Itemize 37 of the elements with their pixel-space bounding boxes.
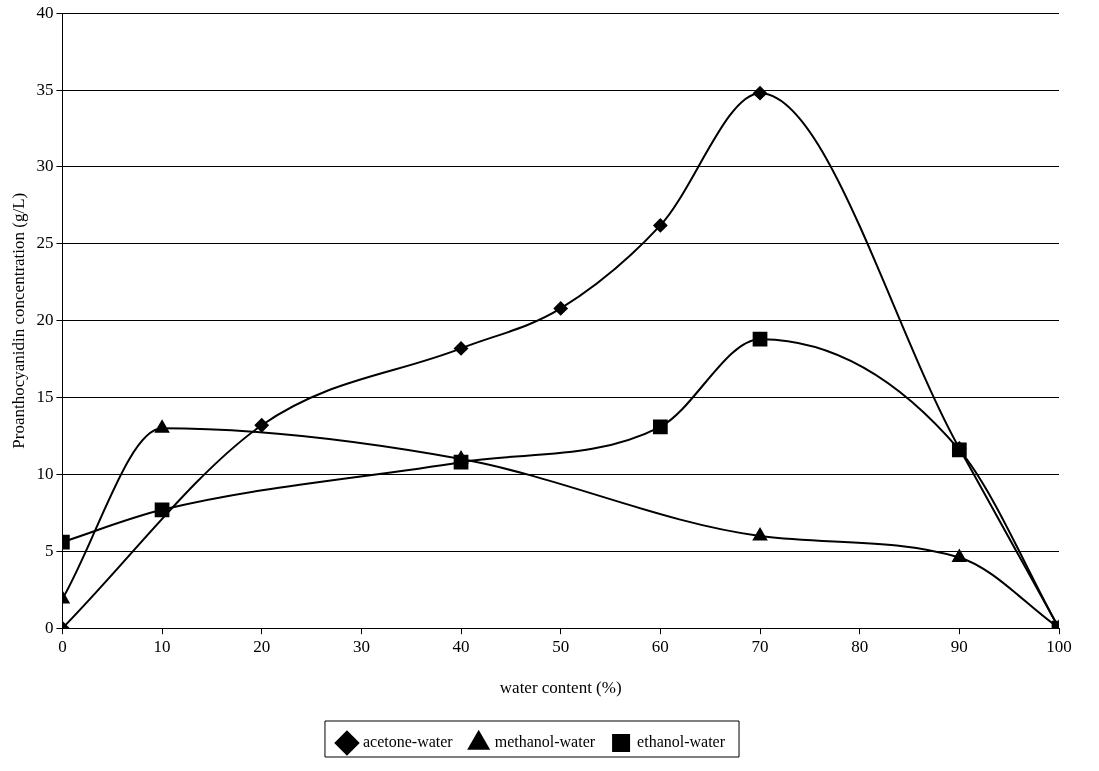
x-tick-label: 100 bbox=[1046, 636, 1072, 656]
y-tick-label: 30 bbox=[36, 156, 54, 176]
x-tick-label: 10 bbox=[153, 636, 171, 656]
point bbox=[653, 419, 668, 435]
x-tick-label: 40 bbox=[452, 636, 470, 656]
y-tick-label: 25 bbox=[36, 233, 54, 253]
y-tick-label: 35 bbox=[36, 79, 54, 99]
point bbox=[454, 341, 469, 356]
point bbox=[752, 331, 768, 347]
x-tick-label: 50 bbox=[552, 636, 570, 656]
legend-label: methanol-water bbox=[494, 733, 596, 751]
point bbox=[653, 218, 668, 233]
x-tick-label: 30 bbox=[352, 636, 370, 656]
y-tick-label: 40 bbox=[36, 2, 54, 22]
x-axis-title: water content (%) bbox=[499, 678, 622, 698]
x-tick-label: 60 bbox=[651, 636, 669, 656]
point bbox=[254, 418, 269, 433]
point bbox=[952, 549, 967, 562]
legend-label: ethanol-water bbox=[637, 733, 726, 751]
point bbox=[154, 502, 170, 518]
point bbox=[752, 527, 768, 541]
x-tick-label: 90 bbox=[950, 636, 968, 656]
point bbox=[753, 86, 768, 101]
y-axis-title: Proanthocyanidin concentration (g/L) bbox=[8, 192, 28, 449]
x-tick-label: 20 bbox=[253, 636, 271, 656]
legend-label: acetone-water bbox=[362, 733, 454, 751]
y-tick-label: 10 bbox=[36, 463, 54, 483]
x-tick-label: 80 bbox=[851, 636, 869, 656]
y-tick-label: 0 bbox=[44, 617, 54, 637]
point bbox=[553, 301, 568, 316]
y-tick-label: 5 bbox=[44, 540, 54, 560]
y-tick-label: 20 bbox=[36, 310, 54, 330]
x-tick-label: 70 bbox=[751, 636, 769, 656]
point bbox=[453, 454, 469, 470]
point bbox=[155, 420, 170, 433]
y-tick-label: 15 bbox=[36, 387, 54, 407]
x-tick-label: 0 bbox=[58, 636, 67, 656]
